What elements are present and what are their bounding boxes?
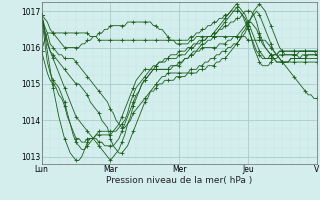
X-axis label: Pression niveau de la mer( hPa ): Pression niveau de la mer( hPa ) [106, 176, 252, 185]
